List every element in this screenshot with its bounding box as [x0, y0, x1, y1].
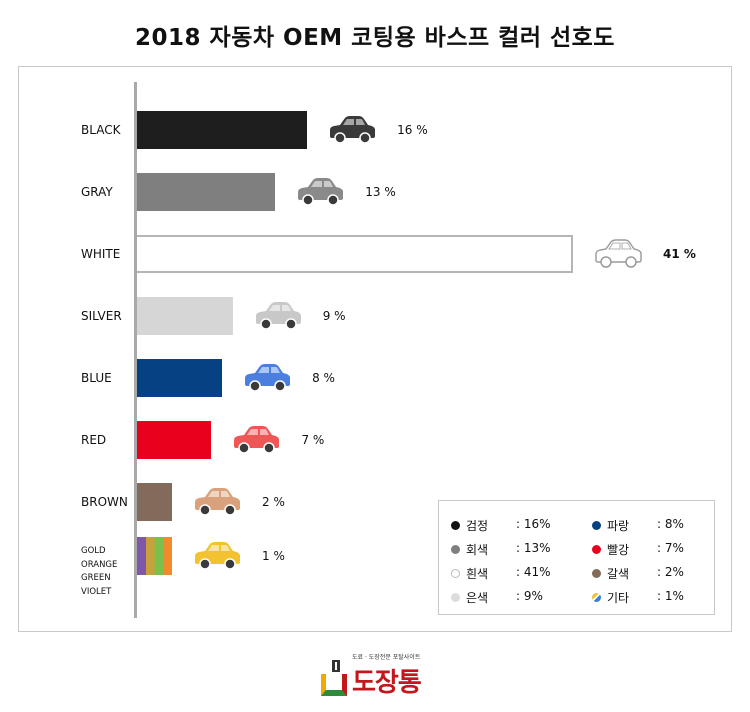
- y-axis-line: [134, 82, 137, 618]
- car-icon-silver: [252, 300, 304, 332]
- category-label-orange: ORANGE: [81, 559, 118, 570]
- legend-name-gray: 회색: [466, 543, 489, 557]
- category-label-green: GREEN: [81, 573, 111, 583]
- bar-gray: [137, 173, 276, 211]
- category-label-silver: SILVER: [81, 309, 122, 323]
- category-label-gray: GRAY: [81, 185, 113, 199]
- legend-value-red: : 7%: [657, 541, 684, 555]
- legend-value-blue: : 8%: [657, 517, 684, 531]
- bar-other: [137, 537, 172, 575]
- bar-red: [137, 421, 212, 459]
- bar-silver: [137, 297, 233, 335]
- value-label-other: 1 %: [262, 549, 285, 563]
- legend-swatch-white: [451, 569, 460, 578]
- legend-name-blue: 파랑: [607, 519, 630, 533]
- value-label-red: 7 %: [301, 433, 325, 447]
- legend-swatch-black: [451, 521, 460, 530]
- category-label-gold: GOLD: [81, 546, 106, 556]
- paint-brush-icon: [321, 660, 347, 696]
- category-label-black: BLACK: [81, 123, 121, 137]
- value-label-gray: 13 %: [365, 185, 396, 199]
- legend-value-white: : 41%: [516, 565, 551, 579]
- category-label-red: RED: [81, 433, 107, 447]
- value-label-brown: 2 %: [262, 495, 285, 509]
- legend-swatch-blue: [592, 521, 601, 530]
- car-icon-red: [230, 424, 282, 456]
- bar-black: [137, 111, 308, 149]
- legend-swatch-red: [592, 545, 601, 554]
- car-icon-other: [191, 540, 243, 572]
- legend-name-white: 흰색: [466, 567, 489, 581]
- value-label-white: 41 %: [663, 247, 696, 261]
- legend-value-brown: : 2%: [657, 565, 684, 579]
- legend-value-gray: : 13%: [516, 541, 551, 555]
- bar-white: [137, 235, 573, 273]
- legend-swatch-silver: [451, 593, 460, 602]
- value-label-silver: 9 %: [322, 309, 346, 323]
- chart-title: 2018 자동차 OEM 코팅용 바스프 컬러 선호도: [135, 25, 615, 51]
- legend-name-other: 기타: [607, 591, 630, 605]
- category-label-other: GOLD ORANGE GREEN VIOLET: [81, 545, 117, 599]
- site-logo: 도료 · 도장전문 포탈사이트 도장통: [318, 652, 438, 700]
- value-label-blue: 8 %: [312, 371, 335, 385]
- legend-value-silver: : 9%: [516, 589, 543, 603]
- legend-value-other: : 1%: [657, 589, 684, 603]
- value-label-black: 16 %: [397, 123, 428, 137]
- car-icon-white: [592, 238, 644, 270]
- legend-swatch-other: [592, 593, 601, 602]
- logo-name: 도장통: [352, 668, 422, 698]
- bar-blue: [137, 359, 223, 397]
- car-icon-gray: [294, 176, 346, 208]
- car-icon-blue: [241, 362, 293, 394]
- category-label-violet: VIOLET: [81, 586, 112, 597]
- category-label-brown: BROWN: [81, 495, 128, 509]
- legend-value-black: : 16%: [516, 517, 551, 531]
- legend-swatch-brown: [592, 569, 601, 578]
- legend-name-red: 빨강: [607, 543, 630, 557]
- bar-brown: [137, 483, 172, 521]
- legend-name-black: 검정: [466, 519, 489, 533]
- car-icon-black: [326, 114, 378, 146]
- legend-name-brown: 갈색: [607, 567, 630, 581]
- car-icon-brown: [191, 486, 243, 518]
- category-label-white: WHITE: [81, 247, 121, 261]
- legend-name-silver: 은색: [466, 591, 489, 605]
- legend: 검정 : 16% 회색 : 13% 흰색 : 41% 은색 : 9% 파랑 : …: [438, 500, 715, 615]
- chart-frame: [18, 66, 732, 632]
- legend-swatch-gray: [451, 545, 460, 554]
- logo-tagline: 도료 · 도장전문 포탈사이트: [352, 654, 421, 661]
- category-label-blue: BLUE: [81, 371, 112, 385]
